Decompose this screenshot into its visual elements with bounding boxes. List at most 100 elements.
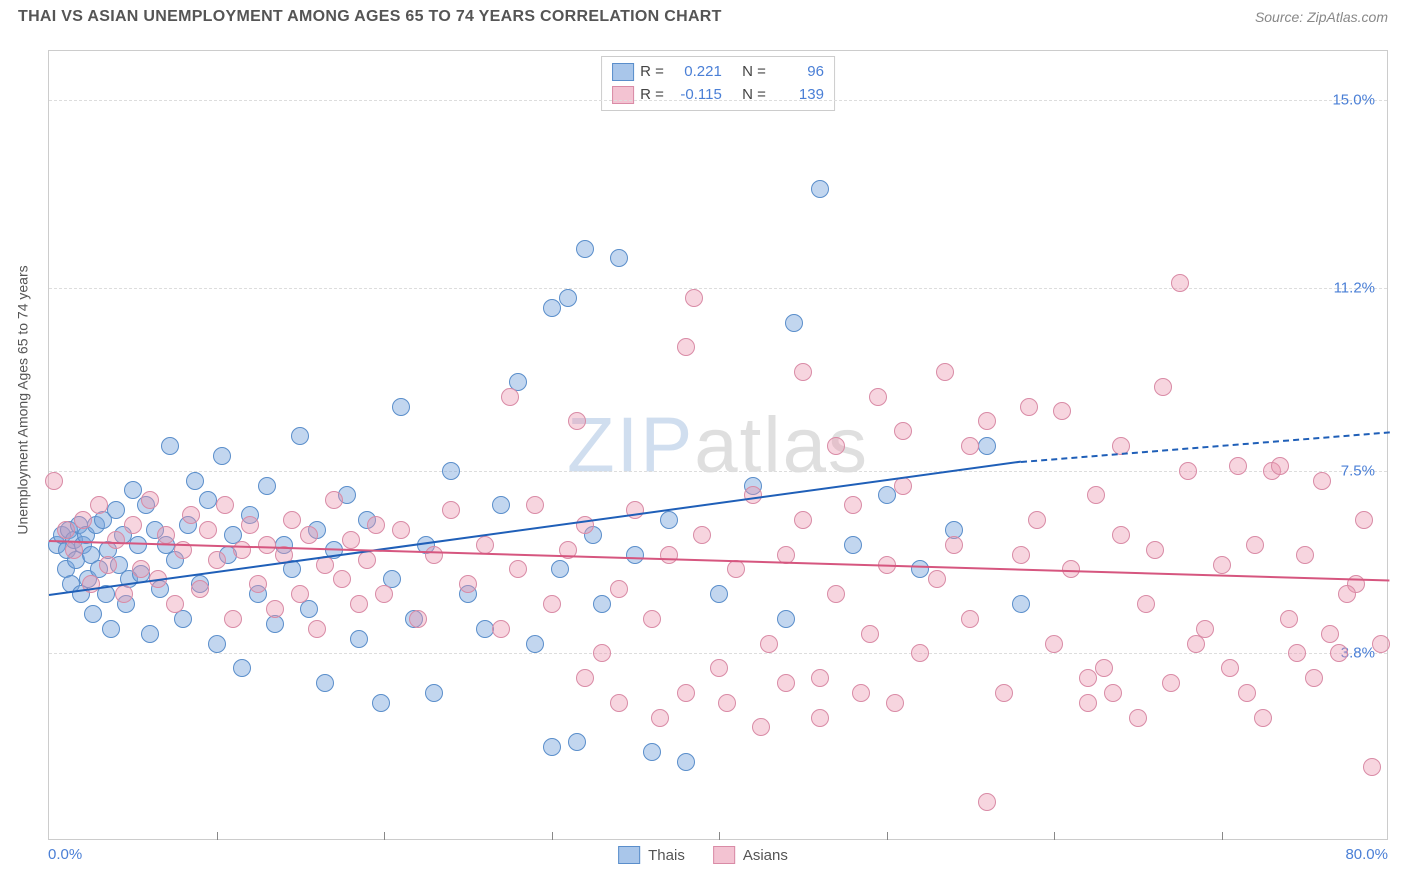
data-point [208, 635, 226, 653]
data-point [291, 585, 309, 603]
data-point [208, 551, 226, 569]
data-point [543, 738, 561, 756]
data-point [501, 388, 519, 406]
data-point [99, 556, 117, 574]
x-tick [384, 832, 385, 840]
data-point [543, 595, 561, 613]
y-tick-label: 7.5% [1341, 462, 1375, 479]
data-point [1162, 674, 1180, 692]
data-point [961, 437, 979, 455]
data-point [258, 536, 276, 554]
data-point [677, 753, 695, 771]
data-point [643, 610, 661, 628]
data-point [995, 684, 1013, 702]
data-point [1221, 659, 1239, 677]
data-point [710, 585, 728, 603]
data-point [1246, 536, 1264, 554]
data-point [1112, 526, 1130, 544]
data-point [526, 496, 544, 514]
stats-legend: R = 0.221 N = 96 R = -0.115 N = 139 [601, 56, 835, 111]
data-point [224, 610, 242, 628]
data-point [1045, 635, 1063, 653]
data-point [65, 541, 83, 559]
x-tick [719, 832, 720, 840]
data-point [576, 240, 594, 258]
data-point [1137, 595, 1155, 613]
data-point [509, 560, 527, 578]
data-point [316, 674, 334, 692]
data-point [559, 289, 577, 307]
data-point [1129, 709, 1147, 727]
x-tick [1222, 832, 1223, 840]
gridline [49, 653, 1387, 654]
y-tick-label: 15.0% [1332, 92, 1375, 109]
data-point [710, 659, 728, 677]
data-point [161, 437, 179, 455]
data-point [107, 501, 125, 519]
data-point [124, 481, 142, 499]
data-point [794, 363, 812, 381]
data-point [844, 496, 862, 514]
data-point [74, 511, 92, 529]
x-tick [887, 832, 888, 840]
series-legend: Thais Asians [618, 846, 788, 864]
data-point [878, 486, 896, 504]
data-point [241, 516, 259, 534]
legend-item-asians: Asians [713, 846, 788, 864]
data-point [1020, 398, 1038, 416]
x-axis-min-label: 0.0% [48, 846, 82, 863]
data-point [107, 531, 125, 549]
data-point [392, 521, 410, 539]
data-point [794, 511, 812, 529]
data-point [1079, 669, 1097, 687]
data-point [372, 694, 390, 712]
data-point [459, 575, 477, 593]
data-point [1288, 644, 1306, 662]
data-point [115, 585, 133, 603]
data-point [928, 570, 946, 588]
data-point [593, 644, 611, 662]
data-point [141, 491, 159, 509]
data-point [610, 694, 628, 712]
data-point [626, 501, 644, 519]
legend-item-thais: Thais [618, 846, 685, 864]
y-tick-label: 11.2% [1334, 280, 1375, 297]
data-point [84, 605, 102, 623]
data-point [182, 506, 200, 524]
data-point [492, 496, 510, 514]
data-point [1372, 635, 1390, 653]
data-point [1271, 457, 1289, 475]
x-tick [552, 832, 553, 840]
data-point [1095, 659, 1113, 677]
data-point [693, 526, 711, 544]
data-point [186, 472, 204, 490]
data-point [677, 338, 695, 356]
data-point [643, 743, 661, 761]
data-point [1213, 556, 1231, 574]
x-tick [1054, 832, 1055, 840]
data-point [1087, 486, 1105, 504]
data-point [1313, 472, 1331, 490]
data-point [1053, 402, 1071, 420]
data-point [1012, 595, 1030, 613]
data-point [660, 511, 678, 529]
data-point [978, 412, 996, 430]
data-point [911, 560, 929, 578]
x-tick [217, 832, 218, 840]
data-point [936, 363, 954, 381]
swatch-asians [713, 846, 735, 864]
data-point [141, 625, 159, 643]
data-point [476, 536, 494, 554]
data-point [543, 299, 561, 317]
data-point [1104, 684, 1122, 702]
data-point [844, 536, 862, 554]
x-axis-max-label: 80.0% [1345, 846, 1388, 863]
data-point [852, 684, 870, 702]
data-point [1363, 758, 1381, 776]
data-point [409, 610, 427, 628]
data-point [894, 422, 912, 440]
swatch-thais [612, 63, 634, 81]
data-point [626, 546, 644, 564]
chart-title: THAI VS ASIAN UNEMPLOYMENT AMONG AGES 65… [18, 8, 722, 26]
data-point [593, 595, 611, 613]
